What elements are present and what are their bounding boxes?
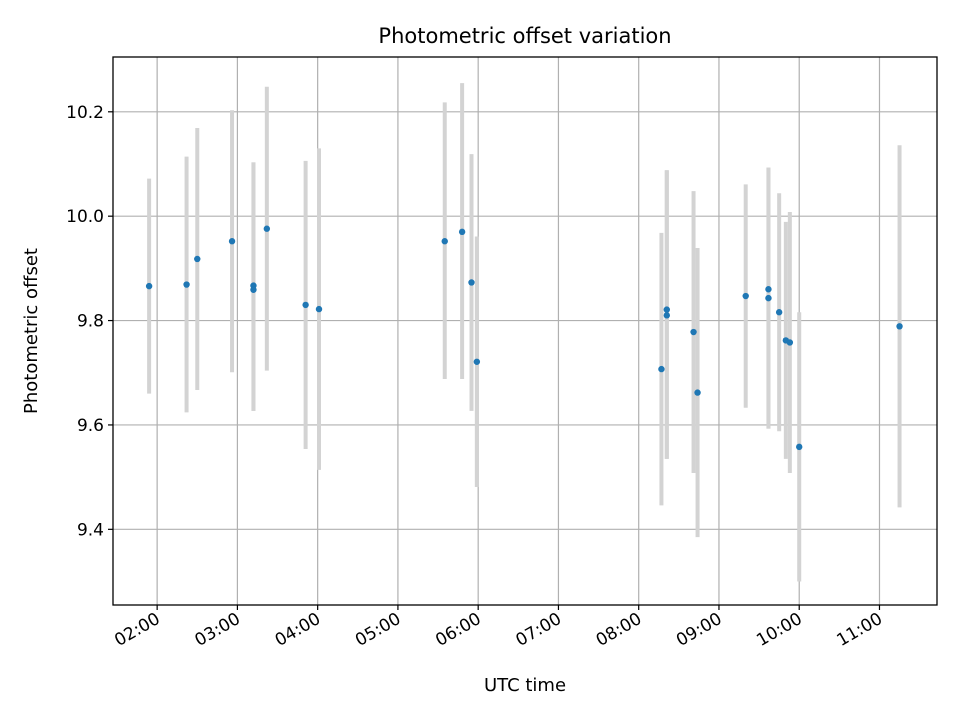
point-layer bbox=[145, 225, 903, 451]
x-tick-label: 07:00 bbox=[513, 609, 565, 651]
data-point bbox=[183, 281, 190, 288]
data-point bbox=[441, 238, 448, 245]
data-point bbox=[896, 323, 903, 330]
data-point bbox=[663, 312, 670, 319]
data-point bbox=[263, 225, 271, 232]
y-tick-label: 10.2 bbox=[66, 103, 104, 123]
y-tick-label: 9.4 bbox=[77, 520, 104, 540]
data-point bbox=[663, 306, 670, 313]
y-tick-label: 9.8 bbox=[77, 312, 104, 332]
data-point bbox=[765, 294, 772, 302]
y-tick-label: 9.6 bbox=[77, 416, 104, 436]
chart-title: Photometric offset variation bbox=[378, 24, 671, 48]
data-point bbox=[694, 389, 701, 396]
data-point bbox=[228, 238, 236, 245]
x-tick-label: 10:00 bbox=[753, 609, 805, 651]
x-tick-label: 05:00 bbox=[352, 609, 404, 651]
errorbar-layer bbox=[147, 83, 902, 582]
data-point bbox=[658, 365, 665, 373]
y-tick-label: 10.0 bbox=[66, 207, 104, 227]
data-point bbox=[765, 286, 772, 293]
y-axis-label: Photometric offset bbox=[21, 248, 42, 414]
data-point bbox=[742, 292, 749, 300]
data-point bbox=[302, 301, 309, 309]
plot-frame bbox=[112, 56, 938, 606]
data-point bbox=[315, 305, 323, 313]
x-tick-label: 11:00 bbox=[834, 609, 886, 651]
data-point bbox=[145, 282, 153, 290]
data-point bbox=[690, 328, 697, 336]
x-tick-label: 04:00 bbox=[272, 609, 324, 651]
data-point bbox=[473, 358, 481, 365]
data-point bbox=[796, 443, 803, 451]
grid-layer bbox=[113, 57, 937, 605]
data-point bbox=[775, 309, 783, 316]
x-tick-label: 09:00 bbox=[673, 609, 725, 651]
x-tick-label: 02:00 bbox=[111, 609, 163, 651]
x-tick-label: 08:00 bbox=[593, 609, 645, 651]
data-point bbox=[786, 339, 794, 346]
x-axis-label: UTC time bbox=[484, 675, 566, 696]
data-point bbox=[458, 228, 466, 236]
x-tick-label: 03:00 bbox=[191, 609, 243, 651]
x-tick-label: 06:00 bbox=[432, 609, 484, 651]
data-point bbox=[468, 279, 475, 286]
data-point bbox=[250, 286, 257, 293]
data-point bbox=[194, 255, 201, 263]
